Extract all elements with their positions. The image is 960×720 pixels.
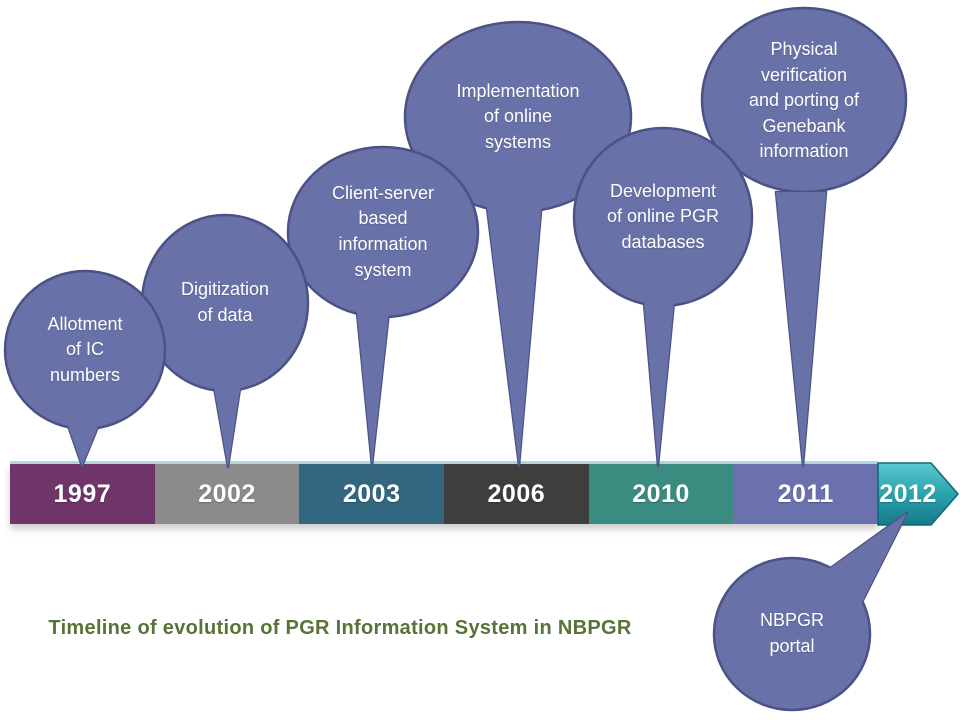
balloon-nbpgr	[712, 511, 909, 712]
year-label-2011: 2011	[777, 479, 834, 508]
timeline-segment-2002: 2002	[154, 464, 300, 524]
balloon-implementation-tail-join	[486, 200, 542, 466]
year-label-2002: 2002	[198, 479, 256, 508]
year-label-2010: 2010	[632, 479, 690, 508]
timeline-segment-2011: 2011	[733, 464, 879, 524]
caption-title: Timeline of evolution of PGR Information…	[48, 616, 632, 639]
balloon-client-server	[286, 145, 480, 468]
year-label-2003: 2003	[342, 479, 401, 508]
balloon-allotment	[3, 269, 167, 468]
timeline-arrow-2012	[877, 462, 959, 526]
balloon-development-label: Development of online PGR databases	[606, 180, 720, 252]
year-label-1997: 1997	[53, 479, 112, 508]
balloon-implementation	[403, 20, 633, 468]
balloon-client-server-label: Client-server based information system	[331, 182, 435, 280]
timeline-segment-2010: 2010	[588, 464, 734, 524]
balloon-development-tail-join	[643, 292, 675, 466]
balloon-nbpgr-bubble	[712, 556, 872, 712]
timeline-segment-2006: 2006	[444, 464, 589, 524]
year-label-2012: 2012	[879, 479, 937, 508]
year-label-2006: 2006	[487, 479, 546, 508]
balloon-implementation-label: Implementation of online systems	[456, 80, 580, 152]
balloon-digitization-tail-join	[212, 376, 242, 467]
balloon-allotment-tail-join	[66, 420, 100, 466]
balloon-nbpgr-label: NBPGR portal	[759, 610, 824, 656]
year-label-2012-wrap: 2012	[878, 464, 938, 524]
balloon-physical-tail-join	[776, 192, 826, 466]
timeline-bar-highlight	[10, 461, 878, 464]
timeline-segment-1997: 1997	[10, 464, 155, 524]
balloon-digitization-label: Digitization of data	[180, 279, 270, 325]
balloon-allotment-label: Allotment of IC numbers	[47, 313, 123, 385]
timeline-bar: 1997 2002 2003 2006 2010 2011	[10, 464, 879, 524]
balloon-nbpgr-tail-join	[818, 513, 907, 606]
balloon-physical-label: Physical verification and porting of Gen…	[748, 39, 860, 162]
balloon-development	[572, 126, 754, 468]
balloon-physical	[700, 6, 908, 468]
timeline-segment-2003: 2003	[299, 464, 445, 524]
balloon-client-server-tail-join	[356, 303, 390, 466]
